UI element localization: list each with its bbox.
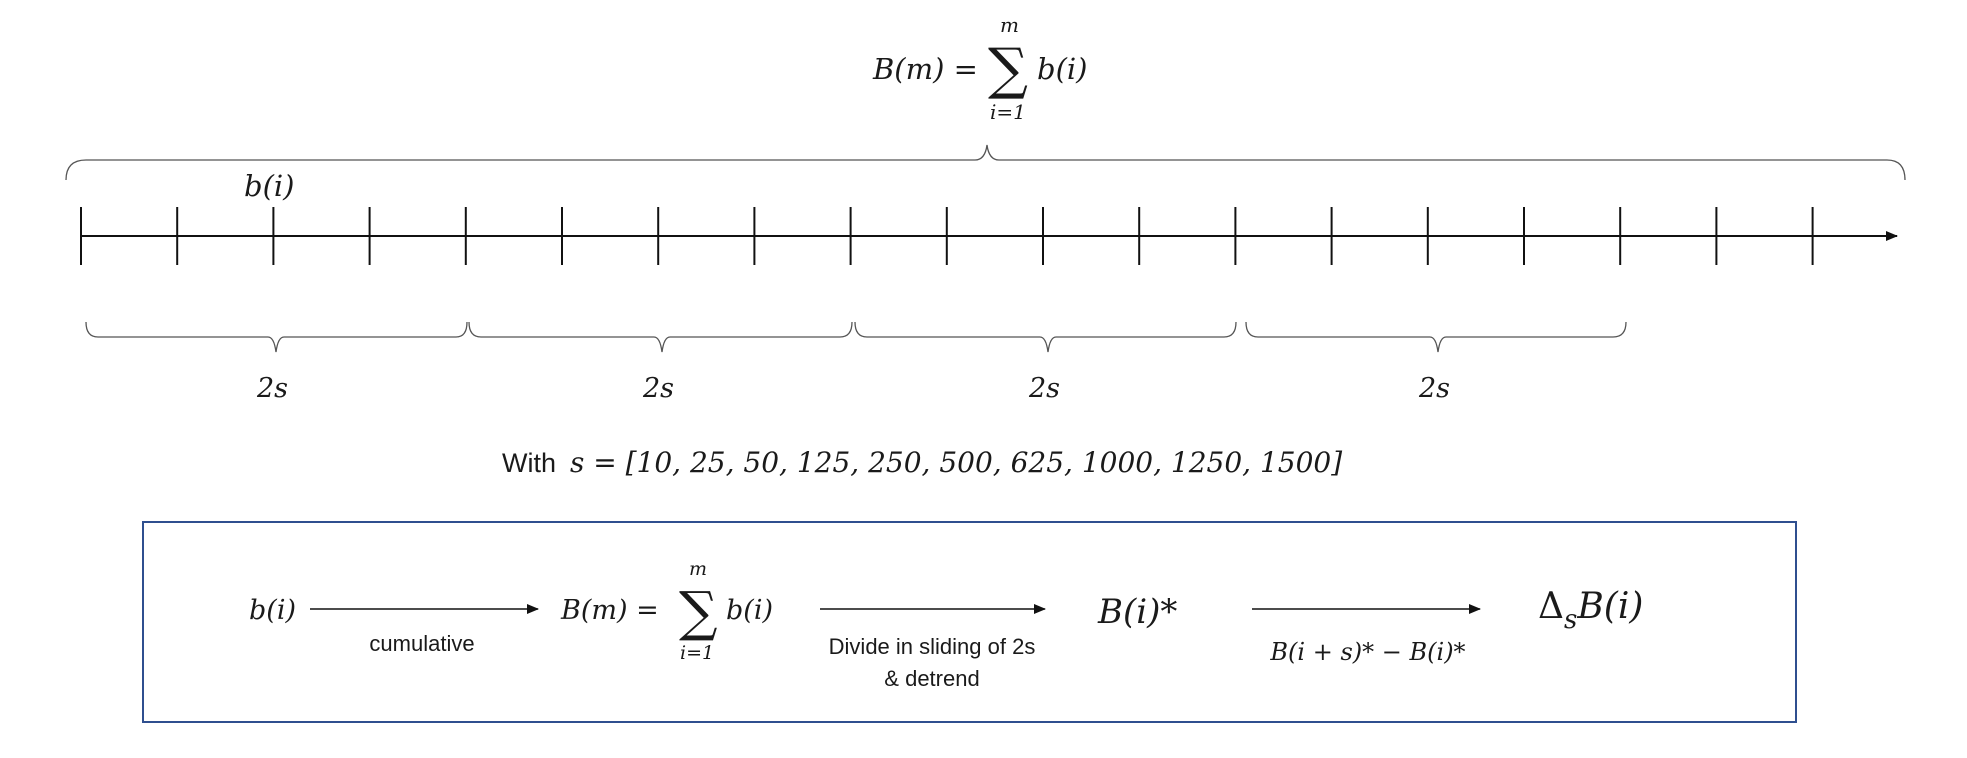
top-formula-lower-limit: i=1: [990, 100, 1026, 124]
top-formula-sum-symbol: ∑: [988, 37, 1028, 102]
scales-line: With s = [10, 25, 50, 125, 250, 500, 625…: [502, 446, 1342, 479]
cumsum-upper-limit: m: [689, 558, 707, 580]
window-label-1: 2s: [256, 373, 288, 404]
window-brace-3: [854, 321, 1237, 353]
window-brace-1: [85, 321, 468, 353]
top-formula-lhs: B(m) =: [872, 52, 978, 86]
window-brace-2: [468, 321, 853, 353]
window-label-2: 2s: [642, 373, 674, 404]
overall-brace: [65, 144, 1906, 181]
window-label-4: 2s: [1418, 373, 1450, 404]
top-formula-upper-limit: m: [1000, 13, 1019, 37]
cumsum-sum-symbol: ∑: [679, 580, 718, 643]
output-delta: Δ: [1538, 586, 1564, 627]
cumsum-summand: b(i): [726, 595, 773, 626]
axis-ticks: [80, 207, 1814, 265]
output-subscript: s: [1564, 605, 1577, 635]
cumsum-lower-limit: i=1: [680, 642, 714, 664]
pipeline-box: [142, 521, 1797, 723]
output-main: B(i): [1576, 586, 1643, 627]
detrended-profile: B(i)*: [1097, 592, 1177, 632]
scales-prefix: With: [502, 448, 556, 478]
point-label: b(i): [244, 169, 294, 203]
step-difference-label: B(i + s)* − B(i)*: [1269, 638, 1465, 666]
pipeline-output: ΔsB(i): [1538, 586, 1643, 635]
cumsum-lhs: B(m) =: [560, 595, 659, 626]
top-sum-formula: B(m) = ∑ m i=1 b(i): [872, 13, 1087, 124]
scales-formula: s = [10, 25, 50, 125, 250, 500, 625, 100…: [570, 446, 1342, 479]
step-divide-label-2: & detrend: [884, 666, 979, 691]
window-brace-4: [1245, 321, 1627, 353]
pipeline-cumsum-formula: B(m) = ∑ m i=1 b(i): [560, 558, 773, 664]
pipeline-input: b(i): [249, 595, 296, 626]
window-label-3: 2s: [1028, 373, 1060, 404]
step-divide-label-1: Divide in sliding of 2s: [829, 634, 1036, 659]
top-formula-summand: b(i): [1037, 52, 1087, 86]
step-cumulative-label: cumulative: [369, 631, 474, 656]
